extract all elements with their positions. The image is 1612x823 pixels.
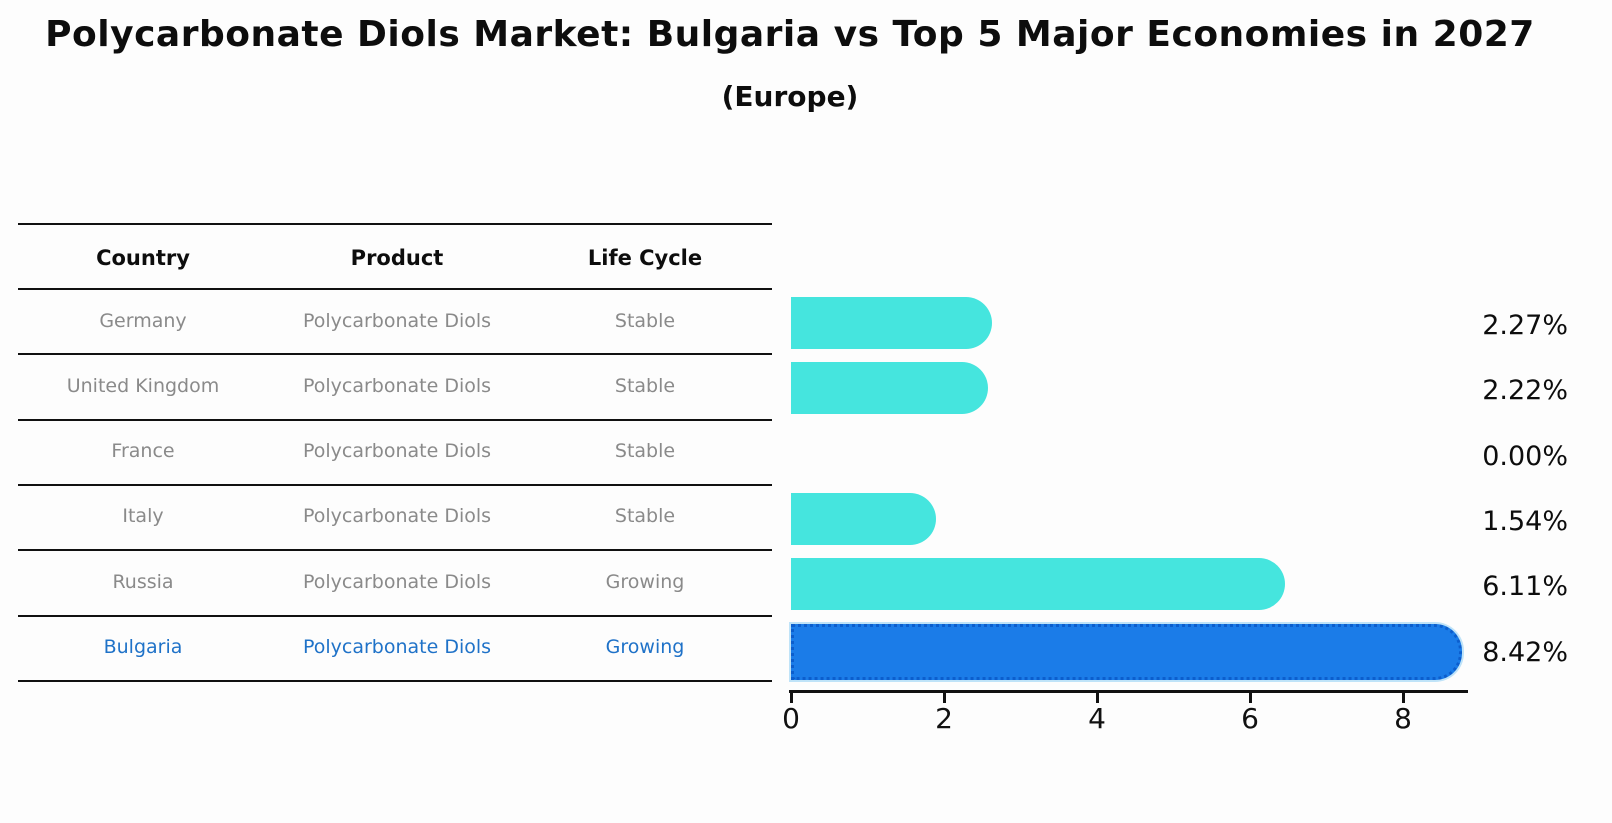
table-cell-country: United Kingdom [66,374,220,397]
value-label: 0.00% [1482,441,1568,472]
table-cell-product: Polycarbonate Diols [302,570,492,593]
x-tick-label: 8 [1394,702,1412,735]
table-row: France Polycarbonate Diols Stable [0,419,772,484]
table-row-border [18,353,772,355]
table-row-border [18,484,772,486]
x-tick-label: 2 [935,702,953,735]
column-header-country: Country [96,246,190,270]
table-top-border [18,223,772,225]
table-row: Germany Polycarbonate Diols Stable [0,288,772,353]
table-cell-product: Polycarbonate Diols [302,309,492,332]
x-tick-label: 6 [1241,702,1259,735]
table-cell-life-cycle: Stable [614,309,676,332]
x-tick-label: 0 [782,702,800,735]
chart-title: Polycarbonate Diols Market: Bulgaria vs … [45,14,1535,55]
table-cell-country: Russia [112,570,174,593]
bar-highlighted-bulgaria [791,624,1462,680]
value-label: 6.11% [1482,571,1568,602]
table-cell-country: France [111,440,175,463]
table-cell-country: Bulgaria [103,636,183,658]
table-cell-life-cycle: Stable [614,440,676,463]
table-row-border [18,615,772,617]
table-cell-life-cycle: Growing [605,636,685,658]
column-header-product: Product [350,246,444,270]
table-cell-life-cycle: Stable [614,374,676,397]
x-axis-line [789,690,1468,693]
table-row: Bulgaria Polycarbonate Diols Growing [0,615,772,680]
bar [791,493,936,545]
table-row-border [18,549,772,551]
x-tick-label: 4 [1088,702,1106,735]
bar [791,362,988,414]
value-label: 8.42% [1482,637,1568,668]
value-label: 2.22% [1482,375,1568,406]
table-row-border [18,419,772,421]
table-cell-product: Polycarbonate Diols [302,636,492,658]
table-cell-product: Polycarbonate Diols [302,440,492,463]
bar [791,297,992,349]
x-tick [1096,693,1099,703]
table-row-border [18,680,772,682]
x-tick [790,693,793,703]
table-row: Italy Polycarbonate Diols Stable [0,484,772,549]
x-tick [1249,693,1252,703]
value-label: 1.54% [1482,506,1568,537]
table-header-row: Country Product Life Cycle [0,228,772,288]
x-tick [1402,693,1405,703]
table-cell-product: Polycarbonate Diols [302,505,492,528]
value-label: 2.27% [1482,310,1568,341]
table-row: United Kingdom Polycarbonate Diols Stable [0,353,772,418]
table-cell-life-cycle: Stable [614,505,676,528]
table-header-border [18,288,772,290]
x-tick [943,693,946,703]
table-cell-product: Polycarbonate Diols [302,374,492,397]
bar [791,558,1285,610]
table-cell-country: Germany [99,309,187,332]
table-cell-country: Italy [122,505,164,528]
table-row: Russia Polycarbonate Diols Growing [0,549,772,614]
chart-subtitle: (Europe) [721,80,859,113]
table-cell-life-cycle: Growing [605,570,685,593]
column-header-life-cycle: Life Cycle [587,246,703,270]
